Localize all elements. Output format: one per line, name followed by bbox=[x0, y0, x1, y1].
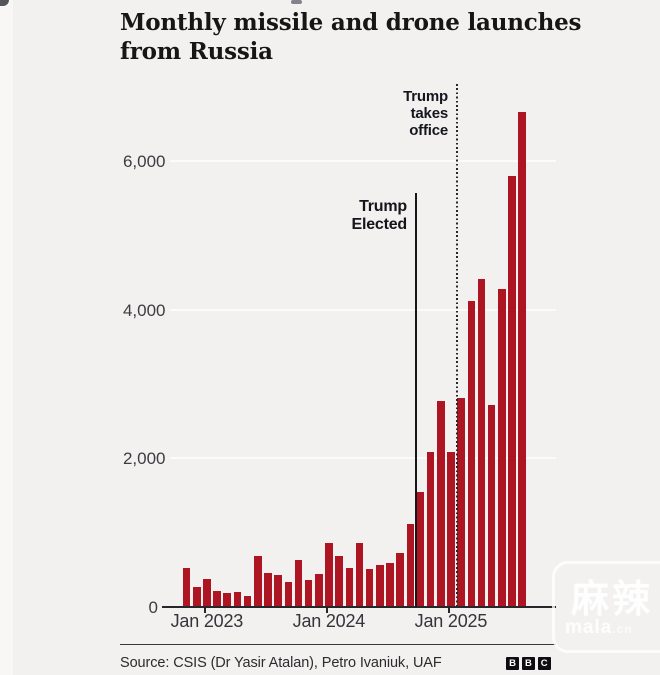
bar bbox=[396, 552, 404, 607]
bar bbox=[376, 564, 384, 607]
bar bbox=[426, 451, 435, 607]
bar bbox=[447, 451, 455, 607]
bar bbox=[345, 567, 354, 607]
bbc-logo-block-3: C bbox=[537, 657, 551, 671]
x-axis-tick bbox=[448, 607, 450, 613]
bbc-logo-block-2: B bbox=[521, 657, 535, 671]
bar bbox=[416, 491, 425, 607]
bar bbox=[406, 524, 415, 607]
footer-divider bbox=[120, 644, 556, 646]
annotation-trump-takes-office: Trump takes office bbox=[328, 88, 449, 139]
gridline bbox=[170, 457, 556, 459]
corner-artifact bbox=[0, 0, 9, 6]
y-axis-label: 2,000 bbox=[122, 449, 166, 468]
bar bbox=[487, 404, 496, 607]
bar bbox=[325, 543, 333, 607]
x-axis bbox=[162, 605, 556, 608]
y-axis-label: 0 bbox=[148, 597, 158, 617]
bar bbox=[386, 562, 394, 607]
annotation-trump-elected: Trump Elected bbox=[277, 198, 407, 233]
bar bbox=[467, 300, 476, 607]
chart-title-line2: from Russia bbox=[120, 38, 273, 65]
x-axis-tick bbox=[326, 607, 328, 613]
bar bbox=[315, 573, 323, 607]
bar bbox=[508, 175, 516, 607]
trump-elected-line bbox=[415, 193, 418, 607]
y-axis-label: 4,000 bbox=[122, 300, 166, 320]
gridline bbox=[170, 160, 556, 162]
bar bbox=[182, 567, 191, 607]
bbc-logo-block-1: B bbox=[506, 657, 520, 671]
bar bbox=[284, 581, 293, 607]
chart-title: Monthly missile and drone launches from … bbox=[120, 8, 600, 66]
bar bbox=[253, 556, 262, 607]
bar bbox=[477, 279, 486, 607]
annotation-trump-elected-line2: Elected bbox=[351, 215, 407, 233]
bar bbox=[437, 400, 445, 607]
bar bbox=[335, 556, 343, 607]
watermark-latin-text: mala.cn bbox=[565, 617, 633, 638]
annotation-trump-takes-office-line1: Trump bbox=[403, 88, 448, 105]
bbc-logo: B B C bbox=[506, 657, 551, 671]
annotation-trump-elected-line1: Trump bbox=[359, 198, 407, 215]
bar bbox=[264, 573, 272, 607]
bar bbox=[233, 592, 242, 607]
bar bbox=[243, 596, 252, 607]
bar bbox=[223, 593, 232, 607]
bar bbox=[365, 569, 374, 607]
bar bbox=[498, 289, 506, 607]
bar bbox=[457, 398, 465, 607]
x-axis-label: Jan 2025 bbox=[414, 611, 488, 631]
x-axis-label: Jan 2024 bbox=[292, 611, 366, 631]
watermark-cjk-text: 麻辣 bbox=[570, 579, 653, 621]
x-axis-label: Jan 2023 bbox=[170, 611, 244, 631]
annotation-trump-takes-office-line2: takes bbox=[410, 104, 449, 122]
trump-takes-office-line bbox=[456, 84, 459, 607]
top-edge-artifact bbox=[291, 0, 302, 4]
bar bbox=[355, 542, 364, 607]
left-margin-band bbox=[0, 0, 13, 675]
annotation-trump-takes-office-line3: office bbox=[409, 121, 448, 139]
y-axis-label: 6,000 bbox=[122, 152, 166, 171]
bar bbox=[213, 590, 221, 607]
bar bbox=[203, 578, 211, 607]
source-credit: Source: CSIS (Dr Yasir Atalan), Petro Iv… bbox=[120, 655, 442, 671]
bar bbox=[304, 579, 313, 607]
bar bbox=[294, 560, 303, 607]
x-axis-tick bbox=[204, 607, 206, 613]
gridline bbox=[170, 308, 556, 311]
bar bbox=[274, 574, 282, 607]
bar bbox=[192, 586, 201, 607]
chart-title-line1: Monthly missile and drone launches bbox=[120, 9, 582, 36]
bar bbox=[518, 111, 526, 607]
watermark-badge: 麻辣 mala.cn bbox=[552, 561, 660, 653]
